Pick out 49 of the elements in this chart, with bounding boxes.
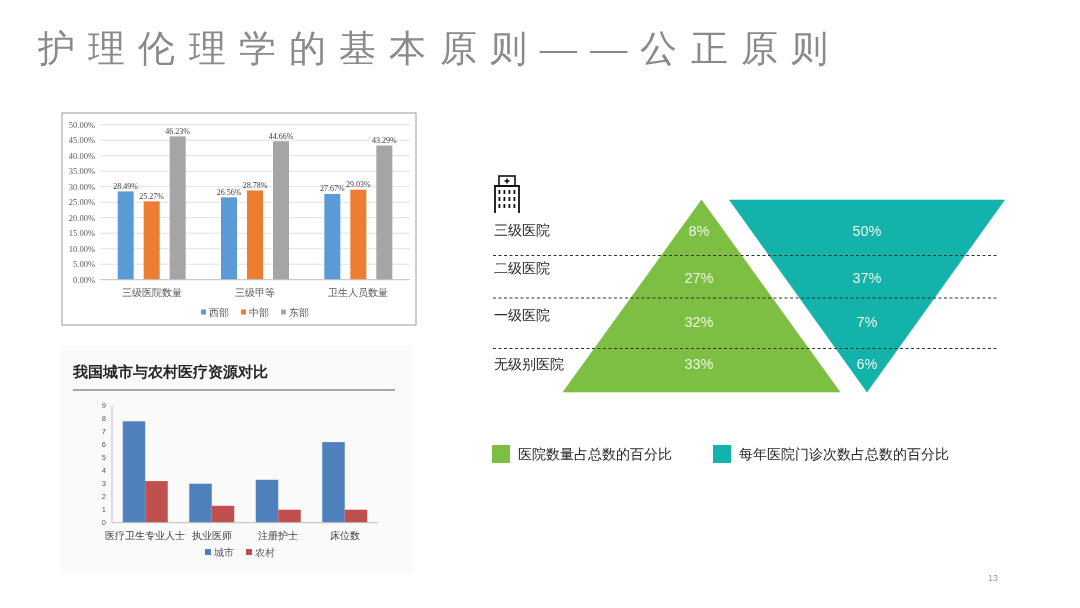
- data-label: 8%: [688, 223, 710, 239]
- data-label: 28.78%: [242, 180, 268, 190]
- legend-label: 中部: [249, 306, 269, 318]
- data-label: 37%: [852, 270, 882, 286]
- legend-label: 东部: [289, 306, 309, 318]
- y-tick-label: 25.00%: [68, 197, 95, 208]
- category-label: 三级医院: [494, 222, 550, 238]
- data-label: 7%: [856, 314, 878, 330]
- category-label: 一级医院: [494, 307, 550, 323]
- data-label: 28.49%: [113, 181, 139, 191]
- data-label: 33%: [684, 356, 714, 372]
- x-tick-label: 三级医院数量: [121, 286, 182, 298]
- y-tick-label: 10.00%: [68, 243, 95, 254]
- legend-label: 每年医院门诊次数占总数的百分比: [739, 446, 949, 462]
- y-tick-label: 45.00%: [68, 135, 95, 146]
- x-tick-label: 卫生人员数量: [328, 286, 389, 298]
- y-tick-label: 5.00%: [73, 259, 95, 270]
- data-label: 44.66%: [268, 131, 294, 141]
- data-label: 6%: [856, 356, 878, 372]
- data-label: 46.23%: [165, 126, 191, 136]
- legend-label: 城市: [213, 546, 234, 558]
- x-tick-label: 医疗卫生专业人士: [105, 529, 186, 541]
- legend-label: 医院数量占总数的百分比: [518, 446, 672, 462]
- text: 13: [987, 573, 999, 583]
- data-label: 43.29%: [372, 136, 397, 145]
- category-label: 二级医院: [494, 260, 550, 276]
- x-tick-label: 执业医师: [191, 529, 232, 541]
- x-tick-label: 三级甲等: [235, 286, 275, 298]
- data-label: 27.67%: [320, 184, 345, 194]
- y-tick-label: 40.00%: [68, 150, 95, 161]
- data-label: 25.27%: [139, 191, 165, 201]
- data-label: 26.56%: [216, 187, 242, 197]
- y-tick-label: 30.00%: [68, 181, 95, 192]
- category-label: 无级别医院: [494, 356, 564, 372]
- y-tick-label: 20.00%: [68, 212, 95, 223]
- text: 护理伦理学的基本原则——公正原则: [37, 27, 828, 69]
- chart-title: 我国城市与农村医疗资源对比: [72, 362, 268, 380]
- data-label: 50%: [852, 223, 882, 239]
- legend-label: 西部: [209, 306, 229, 318]
- data-label: 32%: [684, 314, 714, 330]
- y-tick-label: 50.00%: [68, 119, 95, 130]
- y-tick-label: 35.00%: [68, 166, 95, 177]
- data-label: 29.03%: [346, 180, 371, 190]
- x-tick-label: 床位数: [329, 529, 360, 541]
- legend-label: 农村: [255, 546, 275, 558]
- y-tick-label: 0.00%: [73, 274, 95, 285]
- x-tick-label: 注册护士: [258, 529, 299, 541]
- data-label: 27%: [684, 270, 714, 286]
- y-tick-label: 15.00%: [68, 228, 95, 239]
